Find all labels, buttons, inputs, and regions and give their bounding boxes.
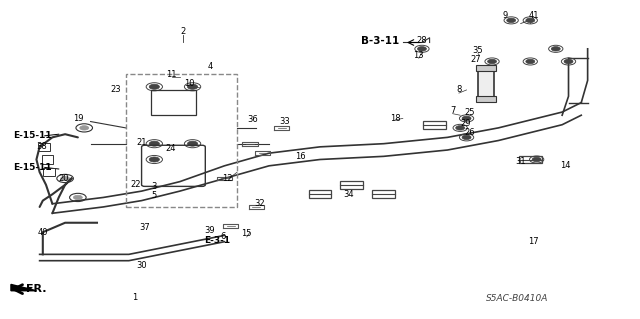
Text: S5AC-B0410A: S5AC-B0410A	[486, 294, 548, 303]
Text: 20: 20	[59, 174, 69, 183]
Circle shape	[462, 116, 471, 121]
Text: 23: 23	[111, 85, 122, 94]
Circle shape	[188, 84, 198, 89]
Text: 26: 26	[465, 128, 475, 137]
Bar	[151, 90, 196, 115]
Text: E-15-11: E-15-11	[13, 131, 51, 140]
Text: 25: 25	[465, 108, 475, 116]
Text: 16: 16	[296, 152, 306, 161]
Text: 18: 18	[390, 114, 401, 123]
Text: 33: 33	[280, 117, 291, 126]
Text: 32: 32	[254, 199, 265, 208]
Text: 2: 2	[180, 27, 186, 36]
Bar	[38, 143, 50, 151]
Circle shape	[149, 141, 159, 146]
Circle shape	[551, 47, 560, 51]
Circle shape	[462, 135, 471, 140]
Circle shape	[74, 195, 83, 200]
Bar	[476, 65, 495, 71]
Text: 12: 12	[222, 174, 233, 183]
Text: 5: 5	[152, 191, 157, 200]
Text: 3: 3	[152, 182, 157, 191]
Text: 15: 15	[241, 229, 252, 238]
Text: 21: 21	[136, 137, 147, 147]
Text: E-3-1: E-3-1	[204, 236, 230, 245]
Circle shape	[61, 176, 70, 181]
Bar	[372, 190, 395, 198]
Polygon shape	[11, 285, 36, 291]
Text: 14: 14	[560, 161, 571, 170]
Bar	[308, 190, 332, 198]
Circle shape	[188, 141, 198, 146]
Circle shape	[507, 18, 516, 23]
Text: 6: 6	[220, 233, 226, 241]
Text: 19: 19	[72, 114, 83, 123]
Text: 34: 34	[344, 190, 354, 199]
Text: 36: 36	[248, 115, 259, 124]
Circle shape	[456, 126, 465, 130]
Text: 37: 37	[140, 223, 150, 232]
Bar	[423, 121, 446, 129]
Text: 17: 17	[528, 237, 539, 246]
Bar	[125, 74, 237, 207]
Circle shape	[149, 157, 159, 162]
Text: B-3-11: B-3-11	[362, 36, 399, 46]
Text: 8: 8	[456, 85, 461, 94]
Text: 41: 41	[528, 11, 539, 20]
Text: 9: 9	[502, 11, 508, 20]
Circle shape	[488, 59, 497, 64]
Text: 10: 10	[184, 79, 195, 88]
Text: FR.: FR.	[26, 284, 46, 293]
Bar	[476, 96, 495, 102]
Text: 4: 4	[207, 62, 212, 71]
Text: 13: 13	[413, 51, 424, 60]
Circle shape	[526, 59, 535, 64]
Text: 11: 11	[166, 70, 177, 78]
Text: 29: 29	[460, 119, 470, 128]
Text: 24: 24	[165, 144, 175, 153]
Text: 31: 31	[515, 157, 526, 166]
Text: 38: 38	[36, 142, 47, 151]
Text: 35: 35	[473, 46, 483, 55]
Circle shape	[532, 157, 541, 162]
Bar	[42, 155, 53, 164]
Text: 27: 27	[471, 56, 481, 64]
Bar	[44, 168, 55, 176]
Text: 7: 7	[450, 106, 455, 115]
Text: 22: 22	[130, 180, 140, 189]
Circle shape	[80, 126, 89, 130]
Text: E-15-11: E-15-11	[13, 163, 51, 172]
Text: 28: 28	[417, 36, 428, 45]
Circle shape	[149, 84, 159, 89]
Bar	[519, 156, 541, 163]
Text: 1: 1	[132, 293, 138, 301]
Text: 39: 39	[204, 226, 215, 235]
Text: 30: 30	[136, 261, 147, 270]
Circle shape	[526, 18, 535, 23]
Text: 40: 40	[38, 228, 48, 237]
Circle shape	[417, 47, 426, 51]
Bar	[340, 181, 364, 189]
Bar	[477, 69, 493, 98]
Circle shape	[564, 59, 573, 64]
